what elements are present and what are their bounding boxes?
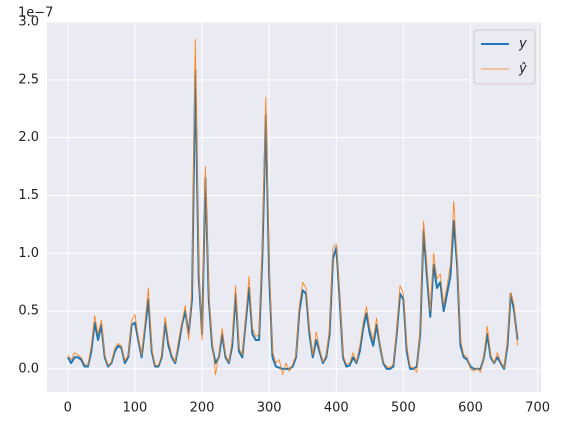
series-line bbox=[67, 38, 518, 376]
offset-label: 1e−7 bbox=[18, 6, 53, 21]
x-tick-label: 300 bbox=[257, 401, 282, 416]
y-tick-label: 0.5 bbox=[18, 304, 39, 319]
x-tick-label: 100 bbox=[123, 401, 148, 416]
x-tick-label: 500 bbox=[391, 401, 416, 416]
y-tick-label: 3.0 bbox=[18, 15, 39, 30]
x-tick-label: 600 bbox=[458, 401, 483, 416]
x-tick-label: 200 bbox=[190, 401, 215, 416]
plot-area bbox=[47, 22, 541, 392]
x-tick-label: 400 bbox=[324, 401, 349, 416]
y-tick-label: 0.0 bbox=[18, 361, 39, 376]
y-tick-label: 2.5 bbox=[18, 72, 39, 87]
legend-label: ŷ bbox=[518, 62, 527, 77]
legend-label: y bbox=[518, 37, 527, 52]
x-tick-label: 0 bbox=[64, 401, 72, 416]
y-tick-label: 2.0 bbox=[18, 130, 39, 145]
y-tick-label: 1.0 bbox=[18, 246, 39, 261]
y-tick-label: 1.5 bbox=[18, 188, 39, 203]
x-tick-label: 700 bbox=[525, 401, 550, 416]
